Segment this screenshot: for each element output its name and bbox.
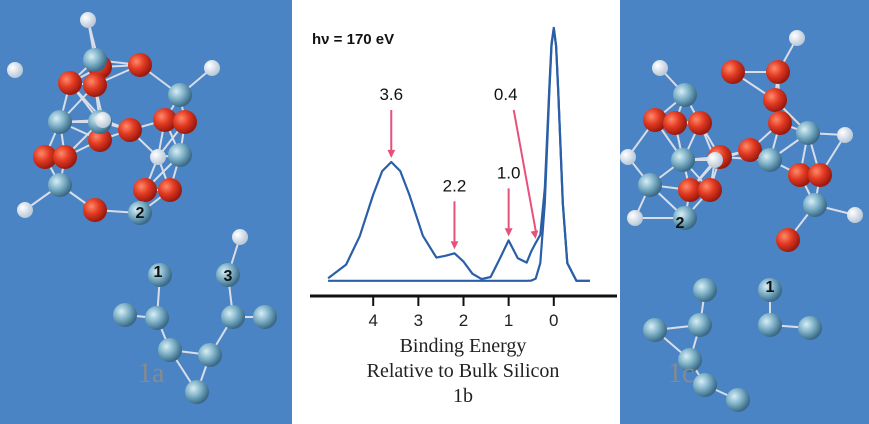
silicon-atom xyxy=(168,143,192,167)
hydrogen-atom xyxy=(789,30,805,46)
atom-label: 1 xyxy=(766,279,775,296)
oxygen-atom xyxy=(768,111,792,135)
x-axis-label: Relative to Bulk Silicon xyxy=(367,360,560,382)
atom-label: 2 xyxy=(136,205,145,222)
oxygen-atom xyxy=(58,71,82,95)
arrow-head xyxy=(451,241,459,249)
annotation-label: 1.0 xyxy=(497,163,521,182)
chart: hν = 170 eV Binding Energy Relative to B… xyxy=(310,28,617,407)
silicon-atom xyxy=(758,148,782,172)
silicon-atom xyxy=(758,313,782,337)
silicon-atom xyxy=(83,48,107,72)
spectrum-line xyxy=(328,28,590,281)
oxygen-atom xyxy=(663,111,687,135)
oxygen-atom xyxy=(721,60,745,84)
x-tick-label: 2 xyxy=(459,311,468,330)
annotation-label: 3.6 xyxy=(379,85,403,104)
hydrogen-atom xyxy=(150,149,166,165)
oxygen-atom xyxy=(763,88,787,112)
hydrogen-atom xyxy=(620,149,636,165)
silicon-atom xyxy=(48,173,72,197)
silicon-atom xyxy=(643,318,667,342)
oxygen-atom xyxy=(766,60,790,84)
silicon-atom xyxy=(693,373,717,397)
panel-label: 1b xyxy=(453,385,473,407)
x-tick-label: 3 xyxy=(414,311,423,330)
silicon-atom xyxy=(673,83,697,107)
hydrogen-atom xyxy=(17,202,33,218)
annotation-label: 0.4 xyxy=(494,85,518,104)
oxygen-atom xyxy=(808,163,832,187)
hydrogen-atom xyxy=(7,62,23,78)
x-tick-label: 4 xyxy=(368,311,377,330)
silicon-atom xyxy=(798,316,822,340)
atom-label: 3 xyxy=(224,268,233,285)
oxygen-atom xyxy=(128,53,152,77)
hydrogen-atom xyxy=(707,152,723,168)
silicon-atom xyxy=(796,121,820,145)
silicon-atom xyxy=(221,305,245,329)
silicon-atom xyxy=(253,305,277,329)
x-axis-label: Binding Energy xyxy=(400,335,527,357)
chart-title: hν = 170 eV xyxy=(312,31,394,48)
hydrogen-atom xyxy=(80,12,96,28)
oxygen-atom xyxy=(133,178,157,202)
oxygen-atom xyxy=(776,228,800,252)
annotation-label: 2.2 xyxy=(443,176,467,195)
atom-label: 1 xyxy=(154,264,163,281)
arrow-head xyxy=(531,230,539,239)
oxygen-atom xyxy=(688,111,712,135)
hydrogen-atom xyxy=(837,127,853,143)
oxygen-atom xyxy=(83,73,107,97)
oxygen-atom xyxy=(53,145,77,169)
oxygen-atom xyxy=(83,198,107,222)
hydrogen-atom xyxy=(627,210,643,226)
oxygen-atom xyxy=(118,118,142,142)
silicon-atom xyxy=(198,343,222,367)
oxygen-atom xyxy=(173,110,197,134)
hydrogen-atom xyxy=(232,229,248,245)
silicon-atom xyxy=(688,313,712,337)
hydrogen-atom xyxy=(847,207,863,223)
silicon-atom xyxy=(638,173,662,197)
arrow-head xyxy=(387,150,395,158)
figure: 2 1 3 2 1 1a 1c hν = 170 eV Binding Energy … xyxy=(0,0,869,424)
atom-label: 2 xyxy=(676,215,685,232)
x-tick-label: 0 xyxy=(549,311,558,330)
hydrogen-atom xyxy=(204,60,220,76)
arrow-head xyxy=(505,228,513,236)
hydrogen-atom xyxy=(95,112,111,128)
silicon-atom xyxy=(113,303,137,327)
oxygen-atom xyxy=(158,178,182,202)
oxygen-atom xyxy=(698,178,722,202)
silicon-atom xyxy=(168,83,192,107)
silicon-atom xyxy=(48,110,72,134)
hydrogen-atom xyxy=(652,60,668,76)
panel-label: 1a xyxy=(138,358,165,389)
silicon-atom xyxy=(726,388,750,412)
panel-label: 1c xyxy=(668,358,694,389)
silicon-atom xyxy=(693,278,717,302)
silicon-atom xyxy=(145,306,169,330)
silicon-atom xyxy=(803,193,827,217)
silicon-atom xyxy=(671,148,695,172)
x-tick-label: 1 xyxy=(504,311,513,330)
silicon-atom xyxy=(185,380,209,404)
